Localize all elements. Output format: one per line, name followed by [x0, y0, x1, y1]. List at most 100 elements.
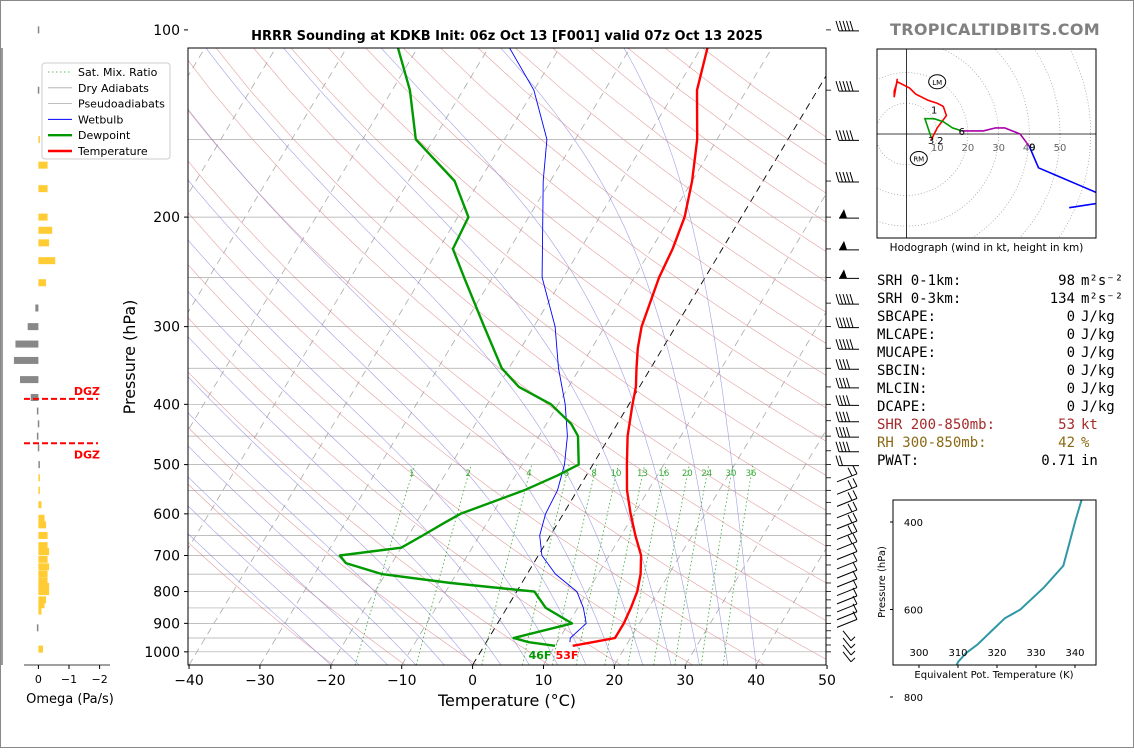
index-value: 0: [1005, 398, 1075, 416]
theta-x-tick-label: 340: [1065, 648, 1084, 659]
x-tick-label: 30: [676, 673, 694, 689]
theta-x-tick-label: 310: [948, 648, 967, 659]
omega-bar: [38, 136, 40, 143]
surface-temperature-label: 53F: [556, 649, 579, 662]
x-tick-label: 40: [747, 673, 765, 689]
omega-bar: [38, 162, 47, 169]
omega-bar: [38, 515, 44, 522]
legend-entry: Temperature: [77, 145, 148, 158]
mixing-ratio-label: 16: [658, 469, 669, 479]
hodo-ring-label: 20: [962, 143, 975, 154]
omega-x-tick-label: 0: [35, 673, 42, 686]
index-unit: J/kg: [1075, 344, 1115, 362]
x-tick-label: 50: [818, 673, 836, 689]
index-value: 0: [1005, 308, 1075, 326]
omega-bar: [38, 214, 47, 221]
omega-bar: [35, 304, 38, 311]
omega-bar: [38, 521, 46, 528]
omega-bar: [38, 474, 40, 481]
omega-bar: [38, 279, 46, 286]
hodo-title: Hodograph (wind in kt, height in km): [890, 242, 1084, 254]
omega-bar: [38, 444, 40, 451]
hodo-ring-label: 30: [992, 143, 1005, 154]
index-label: MLCIN:: [877, 380, 1005, 398]
x-axis-label: Temperature (°C): [437, 691, 576, 710]
index-value: 134: [1005, 290, 1075, 308]
y-tick-label: 500: [153, 458, 180, 474]
omega-bar: [38, 185, 47, 192]
omega-bar: [38, 227, 52, 234]
omega-bar: [38, 26, 40, 33]
omega-bar: [38, 646, 43, 653]
index-value: 98: [1005, 272, 1075, 290]
index-unit: %: [1075, 434, 1089, 452]
omega-bar: [15, 341, 38, 348]
y-tick-label: 300: [153, 320, 180, 336]
y-tick-label: 1000: [144, 645, 180, 661]
theta-x-axis-label: Equivalent Pot. Temperature (K): [914, 670, 1073, 681]
x-tick-label: −10: [387, 673, 417, 689]
omega-bar: [37, 624, 39, 631]
omega-bar: [14, 357, 38, 364]
index-label: SBCIN:: [877, 362, 1005, 380]
index-value: 0: [1005, 380, 1075, 398]
legend-entry: Dry Adiabats: [78, 82, 149, 95]
surface-dewpoint-label: 46F: [529, 649, 552, 662]
omega-bar: [38, 239, 49, 246]
index-label: SRH 0-1km:: [877, 272, 1005, 290]
dgz-label: DGZ: [74, 448, 100, 461]
storm-motion-label: RM: [913, 156, 924, 164]
y-axis-label: Pressure (hPa): [120, 300, 139, 415]
mixing-ratio-label: 30: [726, 469, 737, 479]
index-value: 0: [1005, 326, 1075, 344]
omega-bar: [38, 420, 40, 427]
x-tick-label: −20: [316, 673, 346, 689]
omega-bar: [38, 563, 49, 570]
chart-title: HRRR Sounding at KDKB Init: 06z Oct 13 […: [251, 29, 763, 44]
y-tick-label: 600: [153, 507, 180, 523]
index-label: MLCAPE:: [877, 326, 1005, 344]
legend: Sat. Mix. Ratio Dry Adiabats Pseudoadiabat…: [42, 63, 170, 159]
index-label: MUCAPE:: [877, 344, 1005, 362]
omega-bar: [37, 408, 39, 415]
index-unit: J/kg: [1075, 380, 1115, 398]
mixing-ratio-label: 20: [682, 469, 693, 479]
index-label: PWAT:: [877, 452, 1005, 470]
theta-x-tick-label: 320: [987, 648, 1006, 659]
mixing-ratio-label: 2: [466, 469, 471, 479]
y-tick-label: 700: [153, 548, 180, 564]
index-value: 0: [1005, 362, 1075, 380]
y-tick-label: 400: [153, 397, 180, 413]
brand-logo: TROPICALTIDBITS.COM: [890, 20, 1100, 39]
y-tick-label: 200: [153, 210, 180, 226]
omega-x-tick-label: −1: [61, 673, 77, 686]
index-label: SBCAPE:: [877, 308, 1005, 326]
omega-bar: [20, 376, 38, 383]
legend-entry: Sat. Mix. Ratio: [78, 66, 158, 79]
hodo-ring-label: 50: [1054, 143, 1067, 154]
omega-bar: [38, 461, 40, 468]
hodo-height-label: 9: [1029, 142, 1035, 153]
omega-bar: [38, 87, 40, 94]
theta-y-tick-label: 600: [904, 606, 923, 617]
x-tick-label: −30: [245, 673, 275, 689]
theta-y-tick-label: 400: [904, 518, 923, 529]
omega-bar: [38, 542, 47, 549]
x-tick-label: 10: [535, 673, 553, 689]
omega-bar: [38, 487, 40, 494]
legend-entry: Pseudoadiabats: [78, 98, 165, 111]
mixing-ratio-label: 24: [701, 469, 712, 479]
mixing-ratio-label: 1: [409, 469, 414, 479]
omega-bar: [38, 596, 46, 603]
theta-y-axis-label: Pressure (hPa): [877, 546, 888, 618]
omega-bar: [38, 257, 55, 264]
x-tick-label: 0: [468, 673, 477, 689]
